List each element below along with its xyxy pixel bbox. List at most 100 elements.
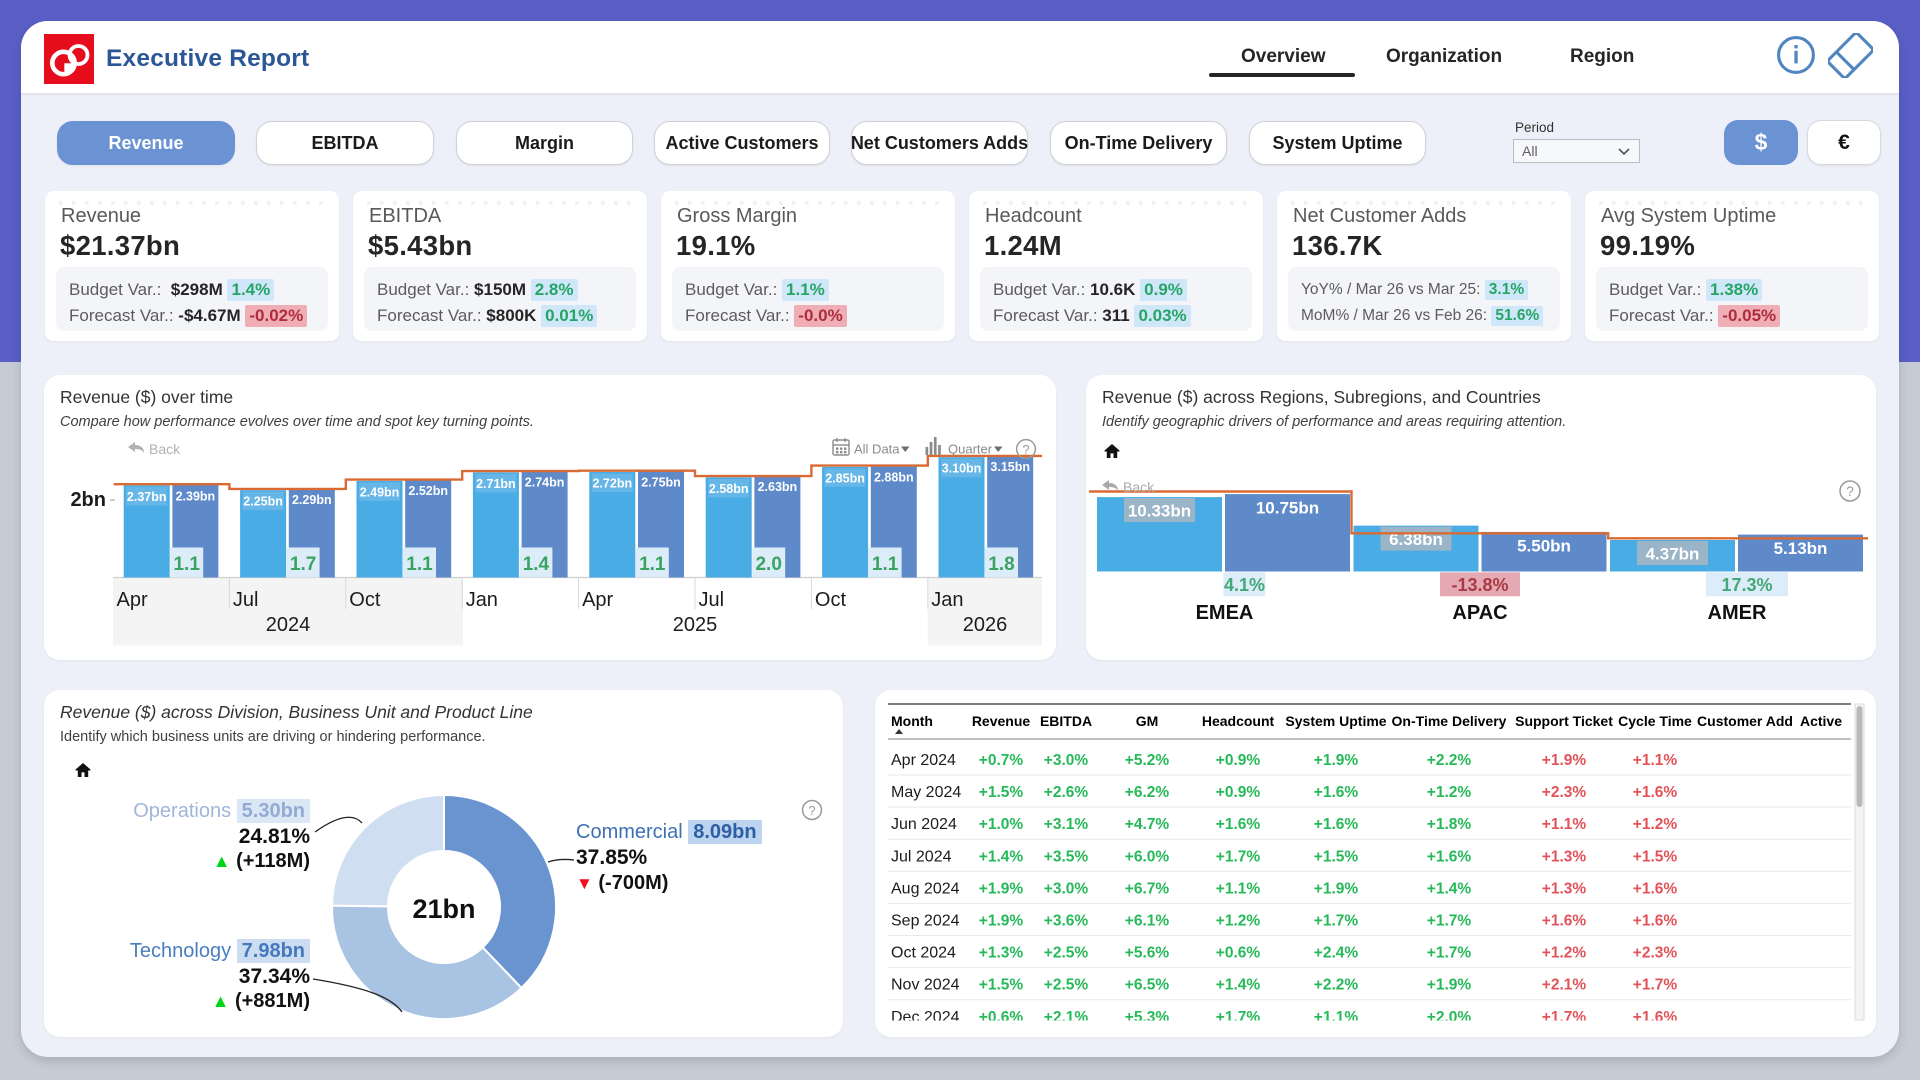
svg-text:+1.0%: +1.0% [979, 816, 1024, 833]
svg-text:+1.1%: +1.1% [1542, 816, 1587, 833]
svg-text:?: ? [1022, 442, 1029, 457]
svg-text:EMEA: EMEA [1196, 602, 1254, 624]
svg-text:+1.6%: +1.6% [1542, 913, 1587, 930]
svg-text:Jan: Jan [931, 589, 963, 611]
svg-text:EBITDA: EBITDA [1040, 713, 1092, 729]
svg-text:1.8: 1.8 [988, 554, 1014, 575]
svg-text:+2.5%: +2.5% [1044, 977, 1089, 994]
svg-text:?: ? [1846, 484, 1854, 499]
svg-text:4.1%: 4.1% [1224, 575, 1265, 595]
svg-text:Back: Back [149, 441, 181, 457]
svg-text:AMER: AMER [1708, 602, 1767, 624]
svg-text:2.58bn: 2.58bn [709, 482, 749, 496]
svg-text:Jul 2024: Jul 2024 [891, 848, 952, 865]
svg-text:21bn: 21bn [412, 894, 475, 924]
svg-text:+2.3%: +2.3% [1542, 784, 1587, 801]
svg-text:+1.9%: +1.9% [979, 880, 1024, 897]
svg-text:+6.7%: +6.7% [1125, 880, 1170, 897]
svg-text:2bn: 2bn [70, 489, 106, 511]
svg-text:17.3%: 17.3% [1721, 575, 1772, 595]
svg-text:All Data: All Data [854, 442, 900, 457]
svg-text:2.39bn: 2.39bn [176, 489, 216, 503]
svg-text:5.50bn: 5.50bn [1517, 536, 1571, 555]
svg-text:Aug 2024: Aug 2024 [891, 880, 960, 897]
svg-text:1.7: 1.7 [290, 554, 316, 575]
svg-text:+1.2%: +1.2% [1216, 913, 1261, 930]
svg-text:+1.9%: +1.9% [1542, 752, 1587, 769]
svg-text:Oct 2024: Oct 2024 [891, 945, 956, 962]
svg-text:+1.3%: +1.3% [979, 945, 1024, 962]
svg-text:2.49bn: 2.49bn [360, 485, 400, 499]
svg-text:+5.6%: +5.6% [1125, 945, 1170, 962]
svg-text:-13.8%: -13.8% [1451, 575, 1508, 595]
svg-text:+1.6%: +1.6% [1633, 913, 1678, 930]
svg-text:6.38bn: 6.38bn [1389, 530, 1443, 549]
svg-text:+1.6%: +1.6% [1633, 784, 1678, 801]
svg-text:Sep 2024: Sep 2024 [891, 913, 960, 930]
svg-text:Back: Back [1123, 479, 1155, 495]
svg-text:2.37bn: 2.37bn [127, 490, 167, 504]
svg-text:+3.0%: +3.0% [1044, 752, 1089, 769]
svg-text:+2.1%: +2.1% [1542, 977, 1587, 994]
svg-text:3.15bn: 3.15bn [990, 460, 1030, 474]
svg-text:+6.1%: +6.1% [1125, 913, 1170, 930]
svg-text:2.88bn: 2.88bn [874, 470, 914, 484]
svg-text:Quarter: Quarter [948, 442, 993, 457]
svg-text:Cycle Time: Cycle Time [1618, 713, 1692, 729]
svg-text:+1.6%: +1.6% [1633, 880, 1678, 897]
svg-text:+1.7%: +1.7% [1427, 945, 1472, 962]
svg-text:Active: Active [1800, 713, 1842, 729]
svg-text:+1.2%: +1.2% [1427, 784, 1472, 801]
svg-text:Oct: Oct [349, 589, 381, 611]
svg-text:+1.9%: +1.9% [1314, 752, 1359, 769]
svg-text:+3.6%: +3.6% [1044, 913, 1089, 930]
svg-text:10.33bn: 10.33bn [1128, 502, 1191, 521]
svg-text:+1.3%: +1.3% [1542, 848, 1587, 865]
svg-text:Apr: Apr [117, 589, 148, 611]
svg-text:On-Time Delivery: On-Time Delivery [1392, 713, 1507, 729]
svg-text:+1.4%: +1.4% [979, 848, 1024, 865]
svg-text:+6.5%: +6.5% [1125, 977, 1170, 994]
svg-text:+5.2%: +5.2% [1125, 752, 1170, 769]
svg-text:1.1: 1.1 [872, 554, 899, 575]
svg-text:System Uptime: System Uptime [1285, 713, 1386, 729]
svg-text:+1.7%: +1.7% [1427, 913, 1472, 930]
svg-text:+1.6%: +1.6% [1314, 816, 1359, 833]
svg-text:+6.2%: +6.2% [1125, 784, 1170, 801]
svg-text:Jun 2024: Jun 2024 [891, 816, 957, 833]
svg-text:+1.7%: +1.7% [1314, 913, 1359, 930]
svg-text:2.71bn: 2.71bn [476, 477, 516, 491]
svg-text:1.4: 1.4 [523, 554, 550, 575]
svg-text:2026: 2026 [963, 614, 1008, 636]
svg-text:+1.5%: +1.5% [1633, 848, 1678, 865]
svg-text:4.37bn: 4.37bn [1646, 545, 1700, 564]
svg-text:+0.9%: +0.9% [1216, 784, 1261, 801]
svg-text:+2.3%: +2.3% [1633, 945, 1678, 962]
svg-text:Customer Add: Customer Add [1697, 713, 1793, 729]
svg-text:Apr: Apr [582, 589, 613, 611]
svg-text:+1.5%: +1.5% [979, 977, 1024, 994]
svg-text:+3.0%: +3.0% [1044, 880, 1089, 897]
svg-text:+1.9%: +1.9% [1314, 880, 1359, 897]
svg-text:+1.6%: +1.6% [1314, 784, 1359, 801]
svg-text:2.85bn: 2.85bn [825, 471, 865, 485]
svg-text:2.0: 2.0 [755, 554, 781, 575]
svg-text:2.25bn: 2.25bn [243, 495, 283, 509]
svg-text:+2.2%: +2.2% [1314, 977, 1359, 994]
svg-text:?: ? [808, 803, 815, 818]
svg-text:+2.4%: +2.4% [1314, 945, 1359, 962]
svg-text:+1.2%: +1.2% [1633, 816, 1678, 833]
svg-text:Nov 2024: Nov 2024 [891, 977, 960, 994]
svg-text:Oct: Oct [815, 589, 847, 611]
svg-text:Apr 2024: Apr 2024 [891, 752, 956, 769]
svg-text:+1.4%: +1.4% [1216, 977, 1261, 994]
svg-text:1.1: 1.1 [639, 554, 666, 575]
svg-text:+1.1%: +1.1% [1633, 752, 1678, 769]
svg-text:2.63bn: 2.63bn [758, 480, 798, 494]
svg-text:+0.6%: +0.6% [1216, 945, 1261, 962]
svg-text:+0.9%: +0.9% [1216, 752, 1261, 769]
svg-text:2.52bn: 2.52bn [408, 484, 448, 498]
svg-text:2025: 2025 [673, 614, 718, 636]
svg-text:Jan: Jan [466, 589, 498, 611]
svg-text:2.75bn: 2.75bn [641, 475, 681, 489]
